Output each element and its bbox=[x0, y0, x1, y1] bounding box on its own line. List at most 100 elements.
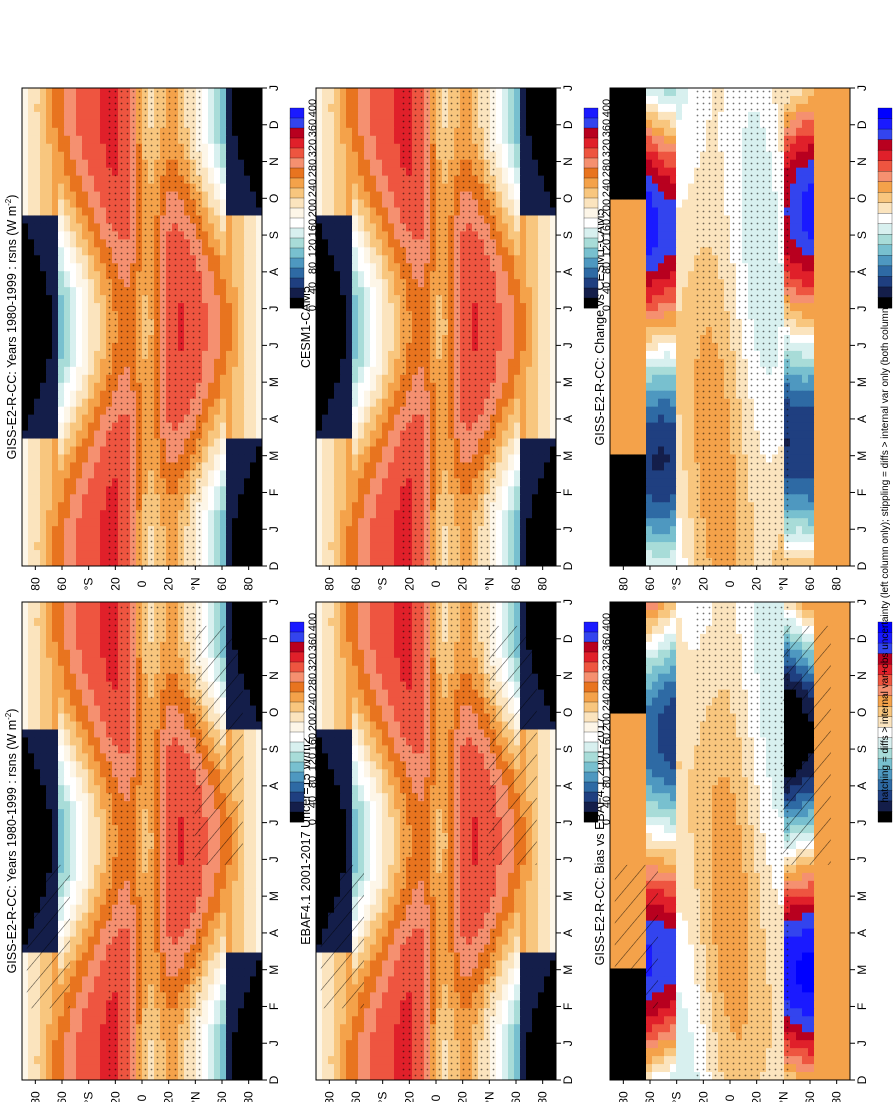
lat-tick: 20 bbox=[696, 1091, 710, 1102]
lat-tick: 60 bbox=[643, 577, 657, 591]
month-tick: D bbox=[267, 1075, 281, 1084]
month-tick: J bbox=[561, 306, 575, 312]
month-tick: J bbox=[561, 856, 575, 862]
month-tick: J bbox=[561, 1040, 575, 1046]
lat-tick: 80 bbox=[28, 1091, 42, 1102]
lat-tick: 20 bbox=[402, 1091, 416, 1102]
colorbar-label: 400 bbox=[307, 99, 319, 117]
lat-tick: °S bbox=[376, 1092, 390, 1102]
month-tick: J bbox=[855, 599, 869, 605]
lat-tick: 0 bbox=[429, 580, 443, 587]
month-tick: J bbox=[561, 85, 575, 91]
month-tick: S bbox=[561, 231, 575, 239]
month-tick: F bbox=[561, 489, 575, 496]
colorbar-label: 160 bbox=[307, 219, 319, 237]
colorbar-label: 280 bbox=[601, 159, 613, 177]
colorbar-label: 80 bbox=[307, 776, 319, 788]
month-tick: N bbox=[267, 157, 281, 166]
lat-tick: °S bbox=[670, 578, 684, 591]
lat-tick: 20 bbox=[108, 1091, 122, 1102]
month-tick: F bbox=[855, 1003, 869, 1010]
month-tick: A bbox=[561, 268, 575, 276]
lat-tick: 60 bbox=[803, 577, 817, 591]
month-tick: D bbox=[855, 561, 869, 570]
colorbar-label: 200 bbox=[307, 713, 319, 731]
month-tick: M bbox=[561, 377, 575, 387]
colorbar-label: 120 bbox=[307, 239, 319, 257]
lat-tick: 20 bbox=[162, 577, 176, 591]
month-tick: A bbox=[267, 268, 281, 276]
month-tick: F bbox=[855, 489, 869, 496]
month-tick: A bbox=[855, 929, 869, 937]
colorbar-label: 0 bbox=[601, 305, 613, 311]
lat-tick: 20 bbox=[750, 1091, 764, 1102]
month-tick: S bbox=[267, 745, 281, 753]
lat-tick: °N bbox=[188, 1091, 202, 1102]
lat-tick: 20 bbox=[162, 1091, 176, 1102]
month-tick: M bbox=[855, 965, 869, 975]
month-tick: A bbox=[267, 782, 281, 790]
lat-tick: 80 bbox=[830, 577, 844, 591]
colorbar-label: 360 bbox=[307, 633, 319, 651]
colorbar-label: 400 bbox=[601, 613, 613, 631]
lat-tick: 60 bbox=[55, 577, 69, 591]
colorbar-label: 240 bbox=[307, 693, 319, 711]
lat-tick: °N bbox=[776, 1091, 790, 1102]
month-tick: D bbox=[267, 561, 281, 570]
colorbar-label: 40 bbox=[601, 282, 613, 294]
colorbar-label: 240 bbox=[601, 693, 613, 711]
colorbar-label: 120 bbox=[601, 239, 613, 257]
lat-tick: 80 bbox=[616, 1091, 630, 1102]
lat-tick: 80 bbox=[830, 1091, 844, 1102]
lat-tick: 60 bbox=[349, 577, 363, 591]
colorbar-label: 0 bbox=[307, 305, 319, 311]
month-tick: D bbox=[561, 1075, 575, 1084]
month-tick: D bbox=[855, 120, 869, 129]
lat-tick: 0 bbox=[135, 1094, 149, 1101]
lat-tick: °N bbox=[776, 577, 790, 590]
lat-tick: 60 bbox=[55, 1091, 69, 1102]
month-tick: M bbox=[561, 891, 575, 901]
month-tick: D bbox=[561, 561, 575, 570]
lat-tick: 80 bbox=[242, 1091, 256, 1102]
month-tick: S bbox=[855, 745, 869, 753]
colorbar-label: 320 bbox=[601, 139, 613, 157]
month-tick: J bbox=[267, 820, 281, 826]
month-tick: O bbox=[855, 194, 869, 203]
month-tick: J bbox=[267, 85, 281, 91]
lat-tick: 80 bbox=[28, 577, 42, 591]
lat-tick: °N bbox=[188, 577, 202, 590]
lat-tick: 0 bbox=[723, 580, 737, 587]
figure-footnote: hatching = diffs > internal var+obs unce… bbox=[880, 299, 891, 803]
colorbar-label: 80 bbox=[601, 776, 613, 788]
month-tick: O bbox=[267, 708, 281, 717]
month-tick: D bbox=[561, 120, 575, 129]
month-tick: J bbox=[267, 526, 281, 532]
month-tick: M bbox=[855, 377, 869, 387]
month-tick: F bbox=[267, 1003, 281, 1010]
lat-tick: 60 bbox=[509, 1091, 523, 1102]
colorbar-label: 320 bbox=[601, 653, 613, 671]
lat-tick: 20 bbox=[456, 577, 470, 591]
month-tick: D bbox=[561, 634, 575, 643]
lat-tick: °S bbox=[670, 1092, 684, 1102]
colorbar-label: 360 bbox=[307, 119, 319, 137]
month-tick: D bbox=[855, 634, 869, 643]
lat-tick: 0 bbox=[429, 1094, 443, 1101]
month-tick: M bbox=[267, 891, 281, 901]
lat-tick: 60 bbox=[803, 1091, 817, 1102]
month-tick: D bbox=[267, 120, 281, 129]
colorbar-label: 80 bbox=[601, 262, 613, 274]
lat-tick: 20 bbox=[750, 577, 764, 591]
month-tick: J bbox=[561, 599, 575, 605]
lat-tick: 60 bbox=[349, 1091, 363, 1102]
colorbar-label: 40 bbox=[307, 282, 319, 294]
month-tick: N bbox=[855, 671, 869, 680]
colorbar-label: 200 bbox=[601, 199, 613, 217]
